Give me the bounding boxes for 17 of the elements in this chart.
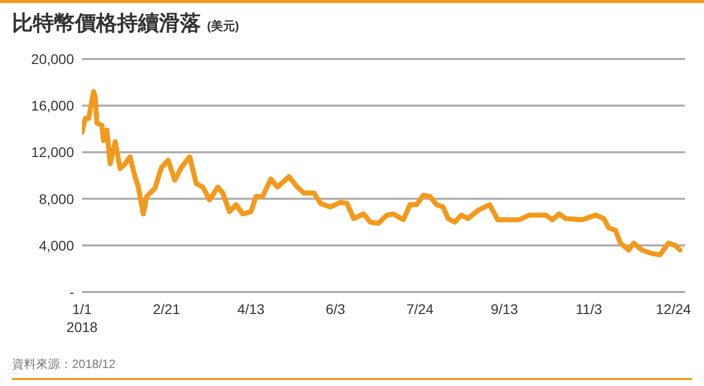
x-tick-label: 2/21 (152, 301, 180, 317)
x-tick-label: 12/24 (656, 301, 692, 317)
y-tick-label: 8,000 (38, 190, 74, 207)
y-tick-label: 20,000 (31, 50, 74, 67)
x-tick-label: 11/3 (576, 301, 602, 317)
x-tick-label: 7/24 (406, 301, 434, 317)
y-tick-label: 4,000 (38, 237, 74, 254)
y-axis-title: (美元) (207, 19, 239, 33)
y-tick-label: - (69, 284, 74, 300)
x-tick-label: 1/1 2018 (66, 301, 98, 335)
x-tick-label: 9/13 (490, 301, 518, 317)
y-tick-label: 16,000 (31, 98, 74, 114)
y-tick-label: 12,000 (31, 144, 74, 160)
x-tick-label: 6/3 (326, 301, 346, 317)
chart-title: 比特幣價格持續滑落 (12, 12, 201, 35)
source-note: 資料來源：2018/12 (12, 356, 116, 373)
x-tick-label: 4/13 (237, 301, 265, 317)
